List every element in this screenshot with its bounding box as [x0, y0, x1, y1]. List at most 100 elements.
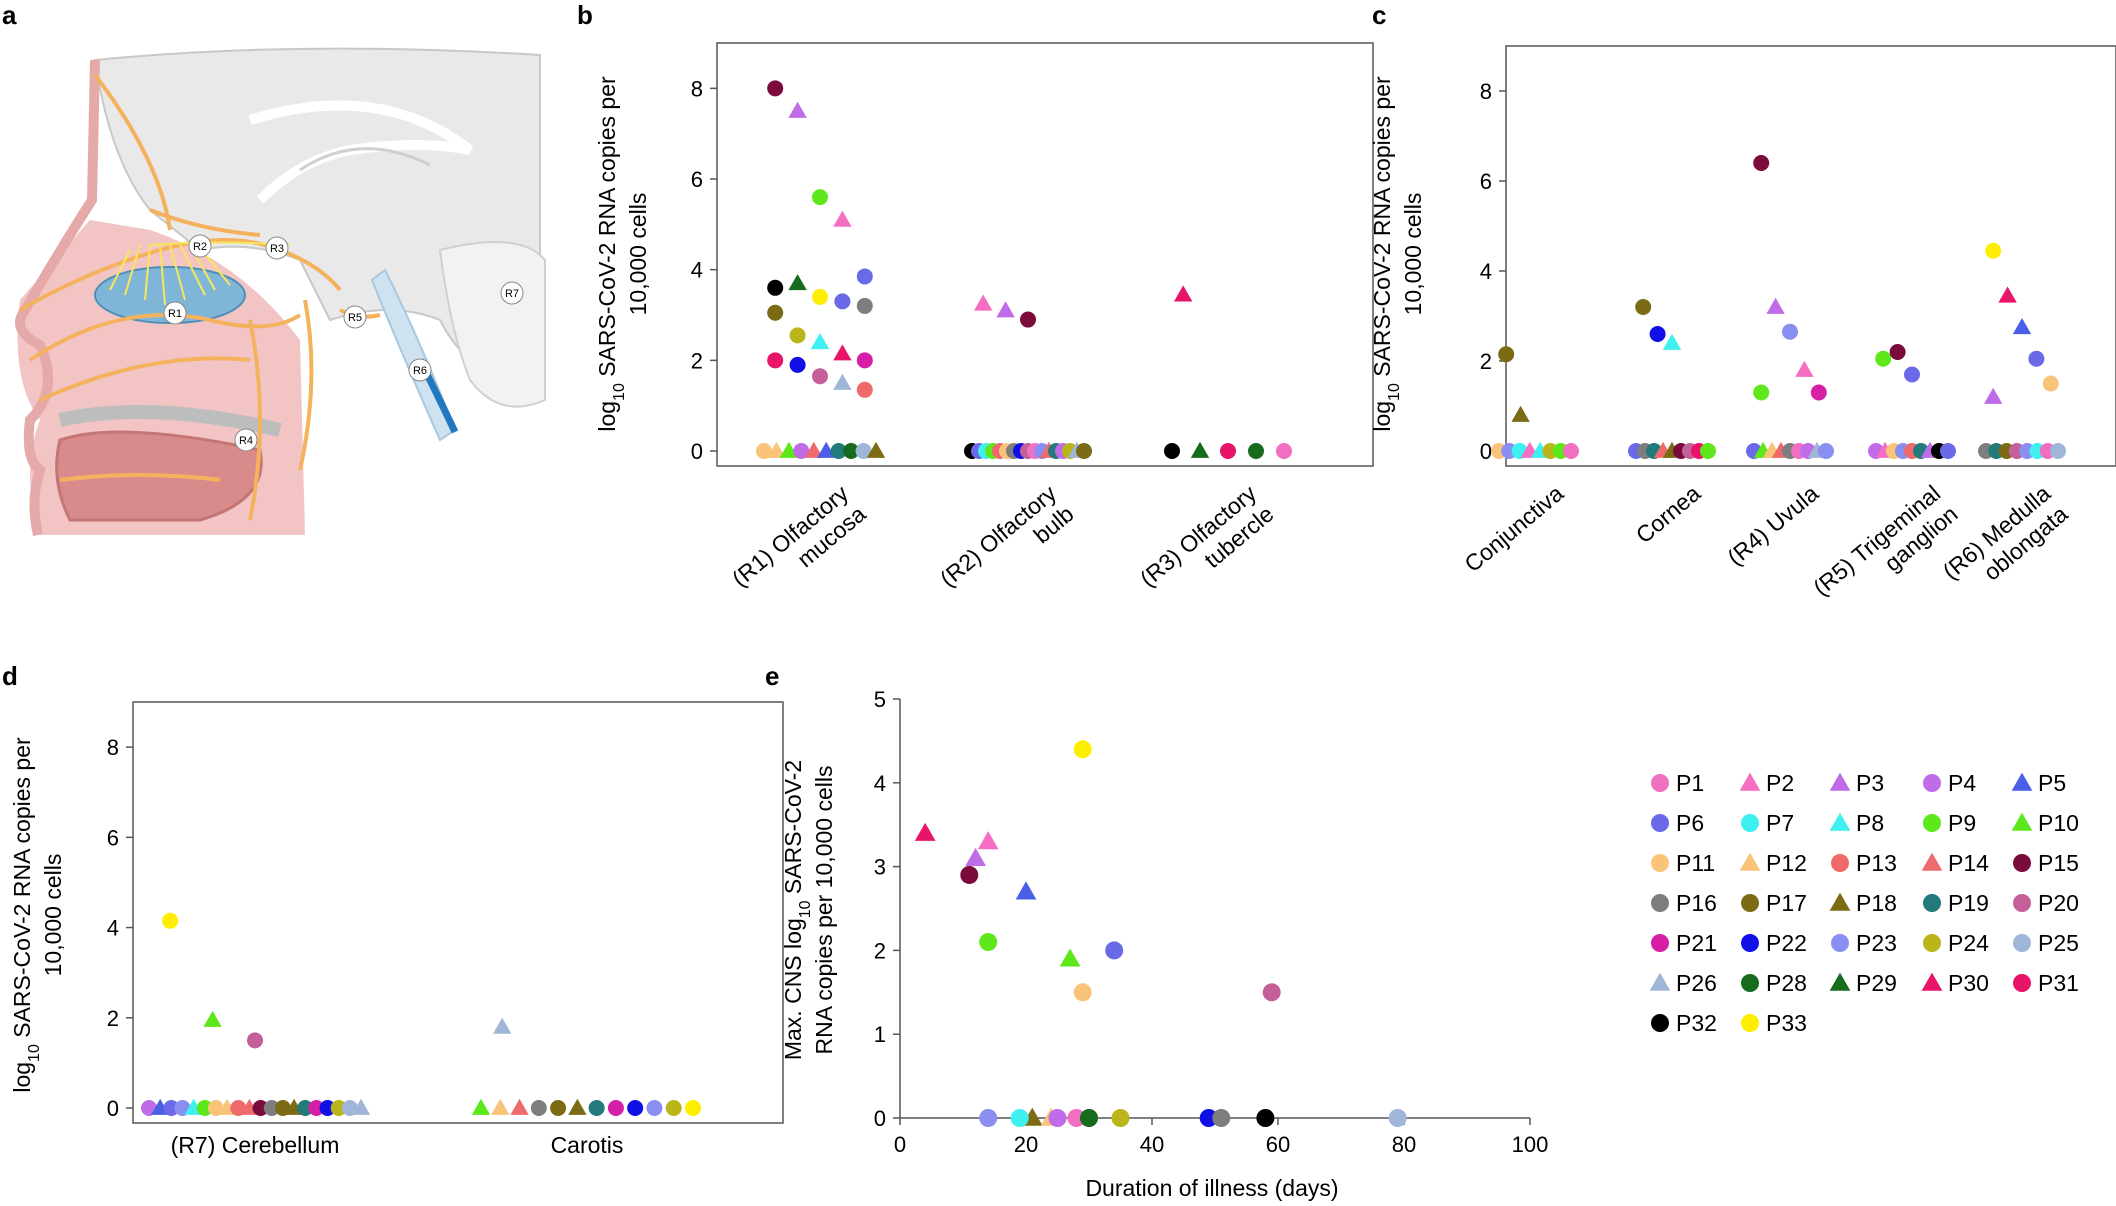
- legend-label: P32: [1676, 1010, 1717, 1036]
- region-label-r1: R1: [163, 301, 187, 325]
- y-tick-label: 5: [874, 687, 886, 712]
- svg-text:R3: R3: [270, 243, 284, 255]
- x-tick-label: 0: [894, 1132, 906, 1157]
- y-tick-label: 8: [107, 735, 119, 760]
- legend-marker: [1923, 774, 1941, 792]
- data-point: [2042, 375, 2059, 392]
- legend-marker: [2013, 974, 2031, 992]
- legend-item-p17: P17: [1741, 890, 1807, 916]
- legend-marker: [1829, 812, 1851, 831]
- data-point: [530, 1100, 547, 1116]
- x-tick-label: 40: [1140, 1132, 1164, 1157]
- skin-outline: [15, 59, 100, 537]
- legend-label: P7: [1766, 810, 1794, 836]
- panel-letter-b: b: [577, 0, 593, 30]
- data-point: [810, 333, 830, 350]
- data-point: [1015, 881, 1037, 900]
- data-point: [203, 1010, 222, 1027]
- x-axis-title: Duration of illness (days): [1085, 1175, 1338, 1201]
- legend-label: P8: [1856, 810, 1884, 836]
- data-point: [965, 847, 986, 866]
- data-point: [1889, 344, 1906, 360]
- legend-marker: [1649, 972, 1671, 991]
- data-point: [1766, 297, 1785, 314]
- legend-marker: [2013, 854, 2031, 872]
- x-tick-label: 80: [1392, 1132, 1416, 1157]
- legend-marker: [1921, 972, 1943, 991]
- y-tick-label: 2: [107, 1006, 119, 1031]
- legend-item-p23: P23: [1831, 930, 1897, 956]
- data-point: [646, 1100, 663, 1116]
- legend-marker: [2013, 894, 2031, 912]
- data-point: [1048, 1109, 1067, 1127]
- data-point: [979, 933, 998, 952]
- legend-label: P25: [2038, 930, 2079, 956]
- region-label-r7: R7: [500, 281, 524, 305]
- data-point: [834, 293, 851, 310]
- y-tick-label: 4: [874, 771, 886, 796]
- legend-marker: [1831, 854, 1849, 872]
- legend-label: P30: [1948, 970, 1989, 996]
- legend-item-p8: P8: [1829, 810, 1884, 836]
- legend-item-p24: P24: [1923, 930, 1989, 956]
- data-point: [1700, 443, 1716, 459]
- legend-marker: [1651, 934, 1669, 952]
- legend-label: P4: [1948, 770, 1976, 796]
- data-point: [856, 268, 873, 285]
- x-tick-label: 100: [1512, 1132, 1549, 1157]
- legend-label: P15: [2038, 850, 2079, 876]
- legend-item-p3: P3: [1829, 770, 1884, 796]
- data-point: [297, 1100, 314, 1116]
- data-point: [252, 1100, 269, 1116]
- panel-c-chart: log10 SARS-CoV-2 RNA copies per 10,000 c…: [1369, 45, 2116, 601]
- panel-letter-a: a: [2, 0, 17, 30]
- legend-marker: [1923, 814, 1941, 832]
- legend: P1 P2 P3 P4 P5 P6 P7 P8 P9 P10 P11 P12 P13 P14 P15 P16 P…: [1649, 770, 2079, 1036]
- legend-label: P18: [1856, 890, 1897, 916]
- legend-item-p29: P29: [1829, 970, 1897, 996]
- data-point: [1073, 740, 1092, 759]
- legend-label: P11: [1676, 850, 1715, 876]
- legend-label: P16: [1676, 890, 1717, 916]
- region-label-r6: R6: [408, 358, 432, 382]
- legend-item-p25: P25: [2013, 930, 2079, 956]
- legend-label: P26: [1676, 970, 1717, 996]
- data-point: [1220, 443, 1236, 459]
- region-labels: R1 R2 R3 R4 R5 R6 R7: [163, 234, 524, 452]
- data-point: [1388, 1109, 1407, 1127]
- y-tick-label: 3: [874, 855, 886, 880]
- legend-item-p13: P13: [1831, 850, 1897, 876]
- y-axis-title: log10 SARS-CoV-2 RNA copies per: [594, 76, 628, 432]
- data-point: [1753, 155, 1770, 171]
- data-point: [767, 279, 784, 296]
- data-point: [1904, 366, 1920, 383]
- data-point: [685, 1100, 701, 1116]
- data-point: [162, 912, 179, 929]
- legend-label: P14: [1948, 850, 1989, 876]
- panel-letter-d: d: [2, 661, 18, 691]
- legend-marker: [1651, 814, 1669, 832]
- data-point: [1076, 443, 1092, 459]
- legend-label: P2: [1766, 770, 1794, 796]
- data-point: [1818, 443, 1834, 459]
- y-axis-title-line2: 10,000 cells: [40, 854, 66, 977]
- data-point: [788, 101, 807, 118]
- y-tick-label: 1: [874, 1022, 886, 1047]
- data-point: [812, 288, 828, 305]
- legend-item-p11: P11: [1651, 850, 1715, 876]
- category-label: Carotis: [551, 1132, 624, 1158]
- data-point: [1810, 384, 1827, 401]
- data-point: [550, 1100, 567, 1116]
- region-label-r5: R5: [343, 305, 367, 329]
- data-point: [510, 1098, 529, 1115]
- data-point: [491, 1098, 510, 1115]
- legend-label: P23: [1856, 930, 1897, 956]
- svg-text:R4: R4: [239, 435, 253, 447]
- category-label: (R7) Cerebellum: [171, 1132, 340, 1158]
- data-point: [1111, 1109, 1130, 1127]
- category-label: (R4) Uvula: [1722, 480, 1823, 571]
- panel-letter-e: e: [765, 661, 779, 691]
- data-point: [1190, 441, 1210, 458]
